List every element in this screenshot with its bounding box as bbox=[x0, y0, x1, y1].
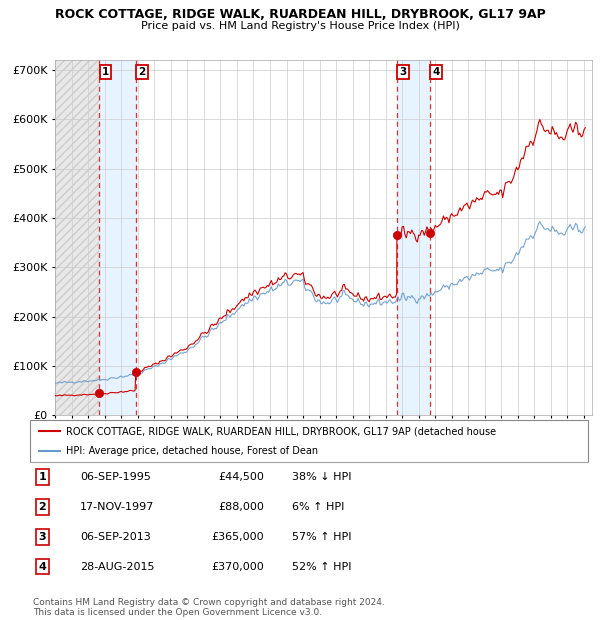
Text: 4: 4 bbox=[432, 67, 439, 78]
Text: £44,500: £44,500 bbox=[218, 472, 265, 482]
Text: 4: 4 bbox=[38, 562, 46, 572]
Text: £365,000: £365,000 bbox=[212, 532, 265, 542]
Bar bbox=[55, 60, 100, 415]
Text: 17-NOV-1997: 17-NOV-1997 bbox=[80, 502, 155, 512]
Text: 1: 1 bbox=[38, 472, 46, 482]
FancyBboxPatch shape bbox=[30, 420, 588, 462]
Text: 3: 3 bbox=[38, 532, 46, 542]
Text: 38% ↓ HPI: 38% ↓ HPI bbox=[292, 472, 352, 482]
Text: This data is licensed under the Open Government Licence v3.0.: This data is licensed under the Open Gov… bbox=[33, 608, 322, 617]
Text: 2: 2 bbox=[38, 502, 46, 512]
Text: 06-SEP-2013: 06-SEP-2013 bbox=[80, 532, 151, 542]
Text: 1: 1 bbox=[102, 67, 109, 78]
Text: 3: 3 bbox=[400, 67, 407, 78]
Text: 52% ↑ HPI: 52% ↑ HPI bbox=[292, 562, 352, 572]
Bar bbox=[55, 60, 100, 415]
Text: 2: 2 bbox=[139, 67, 146, 78]
Text: HPI: Average price, detached house, Forest of Dean: HPI: Average price, detached house, Fore… bbox=[66, 446, 319, 456]
Text: £88,000: £88,000 bbox=[218, 502, 265, 512]
Bar bbox=[397, 60, 430, 415]
Text: Contains HM Land Registry data © Crown copyright and database right 2024.: Contains HM Land Registry data © Crown c… bbox=[33, 598, 385, 607]
Text: 6% ↑ HPI: 6% ↑ HPI bbox=[292, 502, 344, 512]
Text: 06-SEP-1995: 06-SEP-1995 bbox=[80, 472, 151, 482]
Text: Price paid vs. HM Land Registry's House Price Index (HPI): Price paid vs. HM Land Registry's House … bbox=[140, 21, 460, 31]
Text: ROCK COTTAGE, RIDGE WALK, RUARDEAN HILL, DRYBROOK, GL17 9AP (detached house: ROCK COTTAGE, RIDGE WALK, RUARDEAN HILL,… bbox=[66, 426, 496, 436]
Text: £370,000: £370,000 bbox=[212, 562, 265, 572]
Text: ROCK COTTAGE, RIDGE WALK, RUARDEAN HILL, DRYBROOK, GL17 9AP: ROCK COTTAGE, RIDGE WALK, RUARDEAN HILL,… bbox=[55, 8, 545, 21]
Text: 57% ↑ HPI: 57% ↑ HPI bbox=[292, 532, 352, 542]
Text: 28-AUG-2015: 28-AUG-2015 bbox=[80, 562, 155, 572]
Bar bbox=[100, 60, 136, 415]
